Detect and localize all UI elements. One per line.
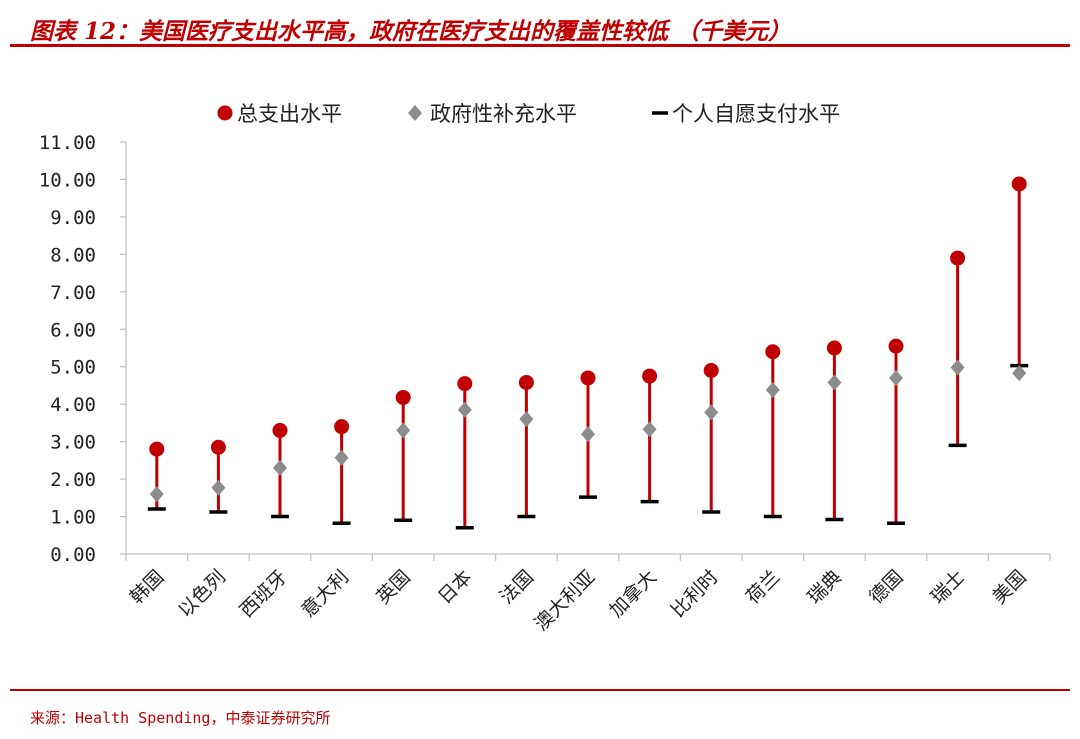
government-marker xyxy=(457,401,472,418)
total-marker xyxy=(210,439,226,455)
total-marker xyxy=(580,370,596,386)
x-category-label: 日本 xyxy=(434,566,476,608)
government-marker xyxy=(950,359,965,376)
x-category-label: 德国 xyxy=(865,566,907,608)
x-category-label: 瑞士 xyxy=(927,566,969,608)
y-tick-label: 4.00 xyxy=(50,394,96,416)
total-marker xyxy=(334,419,350,435)
total-marker xyxy=(395,389,411,405)
government-marker xyxy=(211,479,226,496)
y-tick-label: 8.00 xyxy=(50,244,96,266)
legend-voluntary-label: 个人自愿支付水平 xyxy=(672,102,840,126)
government-marker xyxy=(642,421,657,438)
y-tick-label: 9.00 xyxy=(50,207,96,229)
government-marker xyxy=(396,422,411,439)
total-marker xyxy=(703,362,719,378)
x-category-label: 英国 xyxy=(372,566,414,608)
x-category-label: 加拿大 xyxy=(605,565,662,622)
government-marker xyxy=(334,449,349,466)
government-marker xyxy=(827,374,842,391)
y-tick-label: 11.00 xyxy=(39,132,96,154)
x-category-label: 以色列 xyxy=(174,566,230,622)
legend-total-label: 总支出水平 xyxy=(237,102,342,126)
total-marker xyxy=(642,368,658,384)
government-marker xyxy=(704,404,719,421)
total-marker xyxy=(826,340,842,356)
government-marker xyxy=(765,381,780,398)
government-marker xyxy=(519,411,534,428)
y-tick-label: 3.00 xyxy=(50,432,96,454)
x-category-label: 法国 xyxy=(495,566,537,608)
source-note: 来源：Health Spending，中泰证券研究所 xyxy=(30,709,331,727)
total-marker xyxy=(149,441,165,457)
total-marker xyxy=(765,344,781,360)
total-marker xyxy=(272,422,288,438)
government-marker xyxy=(273,459,287,476)
legend-government-marker xyxy=(408,105,422,121)
y-tick-label: 2.00 xyxy=(50,469,96,491)
title-rule xyxy=(10,44,1070,47)
y-tick-label: 0.00 xyxy=(50,544,96,566)
total-marker xyxy=(457,376,473,392)
legend-total-marker xyxy=(217,105,233,121)
x-category-label: 西班牙 xyxy=(236,566,292,622)
total-marker xyxy=(950,250,966,266)
x-category-label: 澳大利亚 xyxy=(530,566,599,635)
x-category-label: 荷兰 xyxy=(742,566,784,608)
government-marker xyxy=(149,486,164,503)
y-tick-label: 5.00 xyxy=(50,357,96,379)
x-category-label: 韩国 xyxy=(126,566,168,608)
legend-government-label: 政府性补充水平 xyxy=(430,102,577,126)
y-tick-label: 7.00 xyxy=(50,282,96,304)
x-category-label: 美国 xyxy=(988,566,1030,608)
government-marker xyxy=(581,426,595,443)
chart-title: 图表 12：美国医疗支出水平高，政府在医疗支出的覆盖性较低 （千美元） xyxy=(30,18,792,45)
x-category-label: 比利时 xyxy=(667,566,723,622)
total-marker xyxy=(888,338,904,354)
x-category-label: 瑞典 xyxy=(803,566,845,608)
government-marker xyxy=(1012,365,1027,382)
y-tick-label: 1.00 xyxy=(50,507,96,529)
total-marker xyxy=(1011,176,1027,192)
total-marker xyxy=(518,374,534,390)
y-tick-label: 6.00 xyxy=(50,319,96,341)
x-category-label: 意大利 xyxy=(297,566,353,622)
y-tick-label: 10.00 xyxy=(39,169,96,191)
footer-rule xyxy=(10,689,1070,691)
government-marker xyxy=(889,369,903,386)
